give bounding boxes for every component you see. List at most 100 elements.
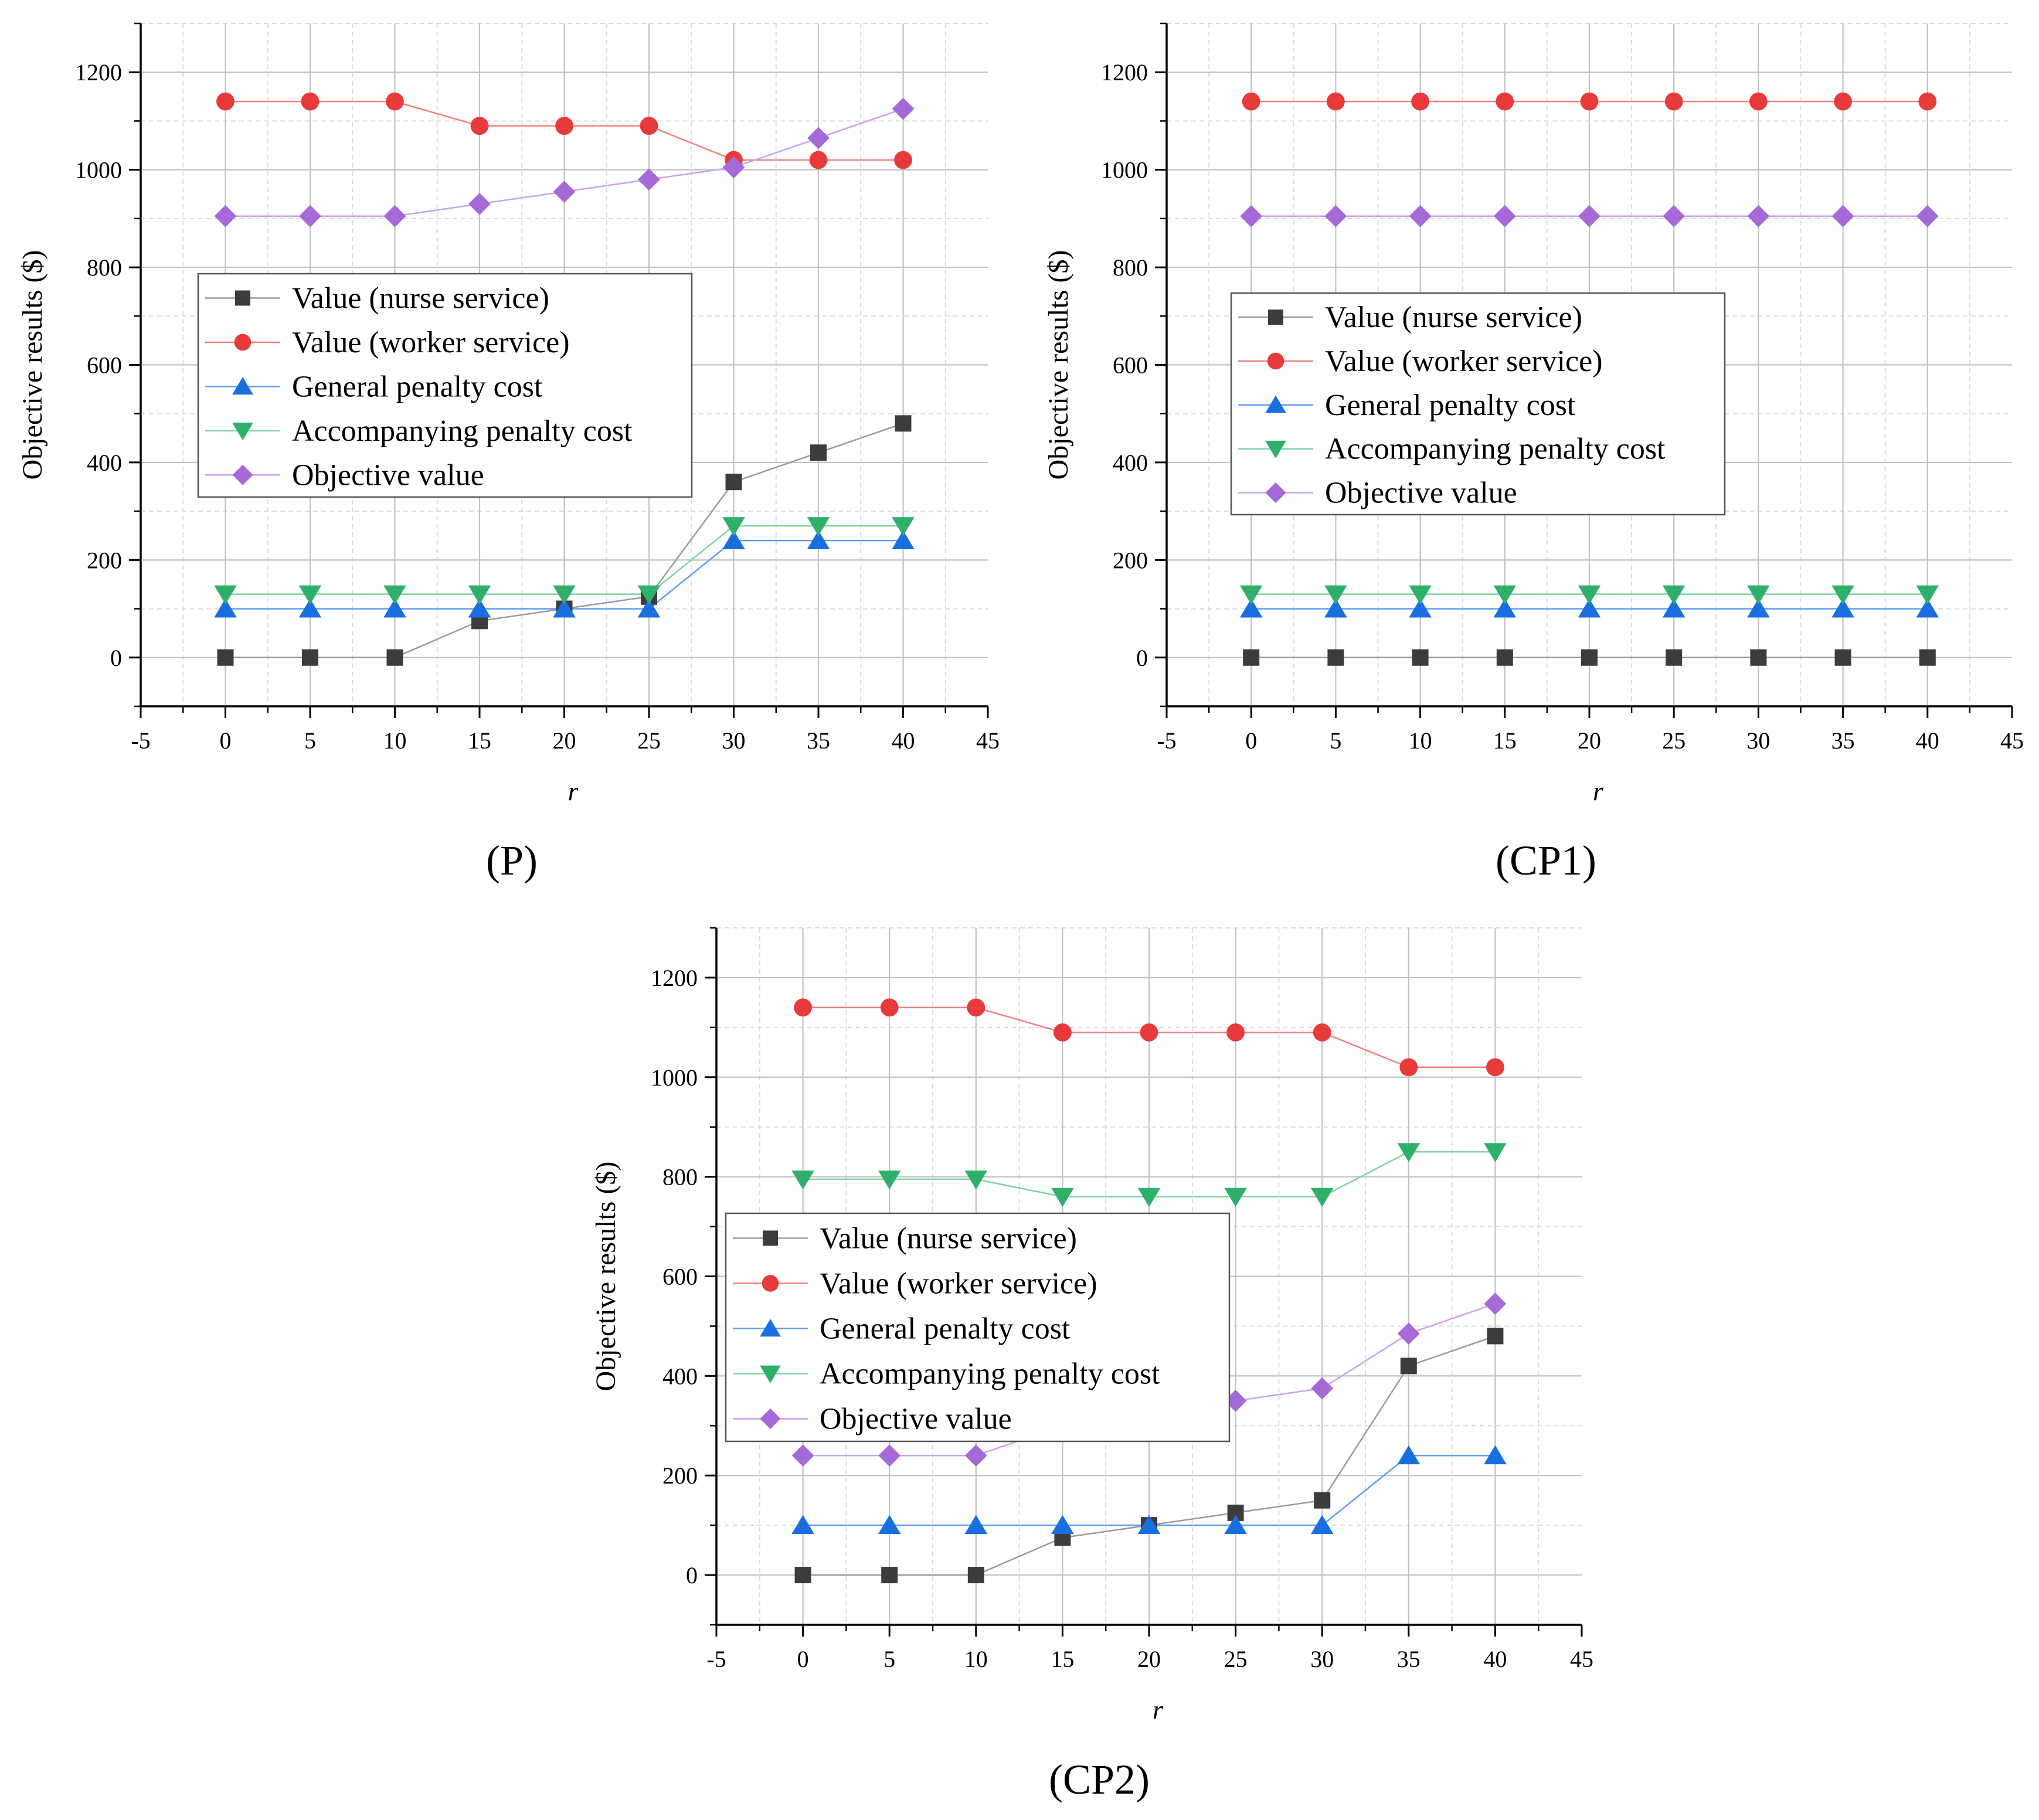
data-point-worker (1496, 92, 1514, 111)
y-tick-label: 800 (1113, 254, 1148, 281)
legend-marker-worker (762, 1275, 779, 1292)
data-point-general (553, 598, 576, 618)
legend-label-general: General penalty cost (292, 370, 543, 403)
data-point-accompany (1137, 1188, 1161, 1207)
data-point-accompany (892, 517, 915, 536)
data-point-accompany (1324, 585, 1347, 605)
data-point-objective (1397, 1322, 1420, 1345)
series-group (214, 92, 915, 666)
data-point-objective (722, 156, 745, 179)
x-tick-label: 45 (1570, 1646, 1593, 1672)
panel-caption: (CP1) (1496, 837, 1596, 884)
data-point-worker (1580, 92, 1599, 111)
data-point-objective (1747, 205, 1770, 227)
panel-caption: (CP2) (1049, 1756, 1150, 1803)
legend-marker-objective (232, 464, 253, 485)
x-tick-label: -5 (131, 727, 150, 754)
data-point-objective (791, 1444, 814, 1467)
data-point-objective (299, 205, 321, 227)
data-point-general (383, 598, 406, 618)
legend-label-accompany: Accompanying penalty cost (820, 1357, 1160, 1390)
data-point-accompany (383, 585, 406, 605)
data-point-general (1051, 1515, 1074, 1535)
x-axis-label: r (1153, 1695, 1164, 1724)
legend-marker-accompany (760, 1365, 781, 1383)
data-point-worker (216, 92, 235, 111)
data-point-worker (1140, 1023, 1158, 1042)
legend-label-general: General penalty cost (1325, 389, 1576, 422)
x-tick-label: 25 (637, 727, 661, 754)
y-tick-label: 1000 (1101, 157, 1148, 183)
x-axis-label: r (568, 776, 579, 806)
x-tick-label: 40 (892, 727, 915, 754)
data-point-worker (809, 151, 828, 169)
y-tick-label: 400 (87, 450, 122, 476)
series-group (791, 998, 1507, 1584)
data-point-worker (794, 998, 812, 1017)
data-point-accompany (553, 585, 576, 605)
data-point-general (214, 598, 237, 618)
y-tick-label: 0 (686, 1562, 698, 1588)
legend-label-objective: Objective value (292, 458, 484, 492)
data-point-nurse (895, 415, 912, 432)
data-point-nurse (725, 474, 742, 491)
x-tick-label: -5 (706, 1646, 726, 1672)
panel-caption: (P) (486, 837, 538, 884)
data-point-accompany (1662, 585, 1685, 605)
x-tick-label: 0 (220, 727, 232, 754)
legend-label-worker: Value (worker service) (1325, 345, 1603, 378)
data-point-accompany (722, 517, 745, 536)
legend-label-worker: Value (worker service) (820, 1267, 1097, 1300)
x-tick-label: 10 (1409, 727, 1432, 754)
data-point-objective (1578, 205, 1600, 227)
data-point-nurse (386, 649, 403, 666)
data-point-accompany (791, 1171, 814, 1190)
data-point-nurse (1400, 1358, 1417, 1375)
legend-label-general: General penalty cost (820, 1312, 1071, 1345)
legend: Value (nurse service) Value (worker servi… (725, 1212, 1231, 1443)
x-tick-label: 20 (1137, 1646, 1161, 1672)
data-point-general (298, 598, 322, 618)
x-tick-label: 0 (1245, 727, 1257, 754)
data-point-objective (1311, 1377, 1334, 1400)
x-tick-label: 30 (1746, 727, 1770, 754)
data-point-objective (1493, 205, 1516, 227)
data-point-nurse (967, 1567, 984, 1584)
x-tick-label: 40 (1483, 1646, 1507, 1672)
data-point-worker (1411, 92, 1430, 111)
data-point-worker (1313, 1023, 1331, 1042)
data-point-general (722, 530, 745, 549)
x-tick-label: -5 (1157, 727, 1176, 754)
y-tick-label: 400 (662, 1363, 698, 1389)
legend-marker-worker (234, 334, 252, 351)
data-point-accompany (214, 585, 237, 605)
data-point-general (1747, 598, 1770, 618)
data-point-nurse (1487, 1328, 1504, 1345)
data-point-objective (1916, 205, 1939, 227)
data-point-general (637, 598, 661, 618)
x-tick-label: 10 (964, 1646, 988, 1672)
y-tick-label: 0 (1136, 645, 1148, 671)
legend-marker-accompany (1265, 440, 1286, 458)
y-tick-label: 400 (1113, 450, 1148, 476)
data-point-general (878, 1515, 901, 1535)
data-point-nurse (1496, 649, 1513, 666)
legend-label-nurse: Value (nurse service) (820, 1222, 1077, 1255)
data-point-accompany (807, 517, 830, 536)
y-tick-label: 800 (662, 1164, 698, 1190)
data-point-worker (1834, 92, 1853, 111)
data-point-nurse (1327, 649, 1344, 666)
data-point-objective (964, 1444, 987, 1467)
data-point-nurse (1412, 649, 1429, 666)
x-tick-label: 40 (1916, 727, 1939, 754)
data-point-nurse (1834, 649, 1851, 666)
data-point-nurse (1750, 649, 1767, 666)
x-tick-label: 20 (1578, 727, 1601, 754)
data-point-worker (1399, 1058, 1418, 1077)
x-tick-label: 30 (1310, 1646, 1334, 1672)
data-point-worker (1242, 92, 1260, 111)
y-tick-label: 200 (662, 1462, 698, 1489)
y-tick-label: 600 (87, 352, 122, 379)
data-point-general (1578, 598, 1601, 618)
